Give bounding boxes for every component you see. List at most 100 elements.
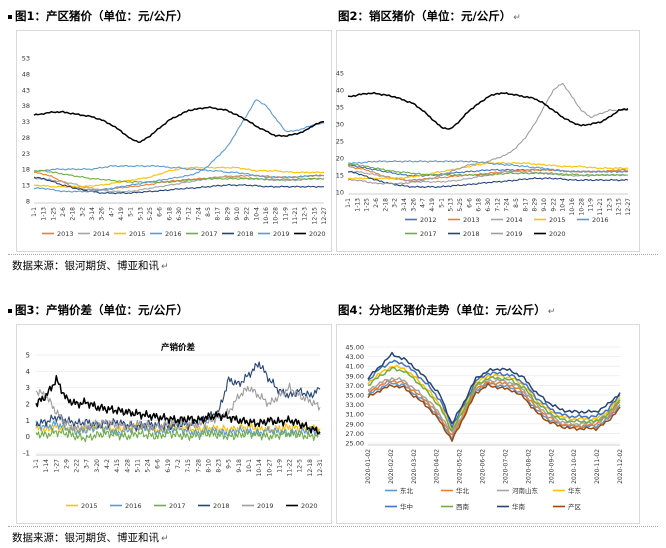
x-tick-label: 3-7 [84, 459, 91, 469]
series-line-2015 [33, 166, 324, 189]
x-tick-label: 12-15 [311, 207, 318, 225]
y-tick-label: 20 [336, 155, 344, 163]
x-tick-label: 2020-11-02 [594, 449, 601, 484]
y-tick-label: 29.00 [345, 420, 364, 428]
series-line-2017 [33, 169, 325, 184]
y-tick-label: 41.00 [345, 363, 364, 371]
x-tick-label: 6-30 [485, 198, 492, 212]
x-tick-label: 5-1 [128, 207, 135, 217]
x-tick-label: 7-15 [185, 459, 192, 473]
legend-label: 2019 [273, 230, 290, 238]
y-tick-label: 10 [336, 189, 344, 197]
series-line-2019 [347, 82, 629, 185]
fig1-caption: 图1：产区猪价（单位：元/公斤） [8, 8, 188, 24]
x-tick-label: 5-24 [145, 459, 152, 473]
x-tick-label: 6-6 [157, 207, 164, 217]
x-tick-label: 12-27 [321, 207, 328, 225]
x-tick-label: 6-18 [166, 207, 173, 221]
y-tick-label: 33 [22, 118, 30, 126]
y-tick-label: 1 [26, 417, 30, 425]
legend-label: 2019 [257, 502, 274, 510]
x-tick-label: 2020-07-02 [502, 449, 509, 484]
legend-label: 2017 [169, 502, 186, 510]
legend-label: 2019 [506, 230, 523, 238]
x-tick-label: 3-14 [89, 207, 96, 221]
x-tick-label: 2020-08-02 [525, 449, 532, 484]
y-tick-label: 43 [22, 86, 30, 94]
x-tick-label: 6-18 [476, 198, 483, 212]
y-tick-label: 45 [336, 70, 344, 78]
x-tick-label: 1-25 [364, 198, 371, 212]
y-tick-label: 40 [336, 87, 344, 95]
legend-label: 2014 [93, 230, 110, 238]
x-tick-label: 4-2 [104, 459, 111, 469]
x-tick-label: 12-31 [317, 459, 324, 477]
y-tick-label: 53 [22, 55, 30, 63]
legend-label: 2012 [420, 216, 437, 224]
x-tick-label: 3-2 [79, 207, 86, 217]
series-line-西南 [367, 366, 621, 432]
x-tick-label: 2-18 [382, 198, 389, 212]
x-tick-label: 1-1 [345, 198, 352, 208]
y-tick-label: 37.00 [345, 382, 364, 390]
x-tick-label: 3-2 [392, 198, 399, 208]
x-tick-label: 8-5 [205, 207, 212, 217]
series-line-2020 [347, 91, 629, 130]
x-tick-label: 12-27 [625, 198, 632, 216]
x-tick-label: 5-25 [147, 207, 154, 221]
separator [8, 526, 658, 527]
legend-label: 2018 [237, 230, 254, 238]
series-line-2015 [347, 161, 629, 180]
legend-label: 2015 [129, 230, 146, 238]
chart-title: 产销价差 [161, 342, 196, 353]
x-tick-label: 3-26 [99, 207, 106, 221]
x-tick-label: 4-28 [124, 459, 131, 473]
x-tick-label: 11-9 [588, 198, 595, 212]
y-tick-label: 15 [336, 172, 344, 180]
series-line-2020 [35, 374, 321, 435]
x-tick-label: 1-25 [50, 207, 57, 221]
x-tick-label: 4-19 [118, 207, 125, 221]
y-tick-label: 43.00 [345, 353, 364, 361]
x-tick-label: 6-6 [466, 198, 473, 208]
y-tick-label: 5 [26, 352, 30, 360]
x-tick-label: 10-28 [273, 207, 280, 225]
legend-label: 2020 [549, 230, 566, 238]
y-tick-label: 38 [22, 102, 30, 110]
x-tick-label: 8-5 [513, 198, 520, 208]
legend-label: 东北 [400, 486, 414, 495]
y-tick-label: 18 [22, 166, 30, 174]
legend-label: 华中 [400, 502, 413, 511]
x-tick-label: 10-14 [256, 459, 263, 477]
legend-label: 产区 [568, 502, 582, 511]
series-line-2016 [35, 420, 321, 438]
x-tick-label: 7-24 [195, 207, 202, 221]
x-tick-label: 8-29 [224, 207, 231, 221]
series-line-2018 [33, 176, 325, 195]
legend-label: 河南山东 [512, 486, 539, 495]
legend-label: 2017 [201, 230, 218, 238]
x-tick-label: 9-22 [244, 207, 251, 221]
y-tick-label: 35 [336, 104, 344, 112]
x-tick-label: 11-9 [282, 207, 289, 221]
y-tick-label: 30 [336, 121, 344, 129]
series-line-产区 [367, 382, 621, 442]
series-line-华东 [367, 364, 621, 431]
y-tick-label: 27.00 [345, 430, 364, 438]
x-tick-label: 2-22 [74, 459, 81, 473]
source-note-bottom: 数据来源：银河期货、博亚和讯 ↵ [12, 532, 169, 544]
x-tick-label: 2020-03-02 [411, 449, 418, 484]
legend-label: 2018 [213, 502, 230, 510]
x-tick-label: 5-13 [137, 207, 144, 221]
legend-label: 华东 [568, 486, 582, 495]
x-tick-label: 12-3 [606, 198, 613, 212]
x-tick-label: 4-7 [108, 207, 115, 217]
series-line-河南山东 [367, 377, 621, 433]
y-tick-label: 0 [26, 433, 30, 441]
y-tick-label: 35.00 [345, 392, 364, 400]
x-tick-label: 12-18 [307, 459, 314, 477]
y-tick-label: 8 [26, 198, 30, 206]
x-tick-label: 7-28 [195, 459, 202, 473]
fig4-caption: 图4：分地区猪价走势（单位：元/公斤） ↵ [338, 303, 556, 317]
x-tick-label: 10-27 [266, 459, 273, 477]
